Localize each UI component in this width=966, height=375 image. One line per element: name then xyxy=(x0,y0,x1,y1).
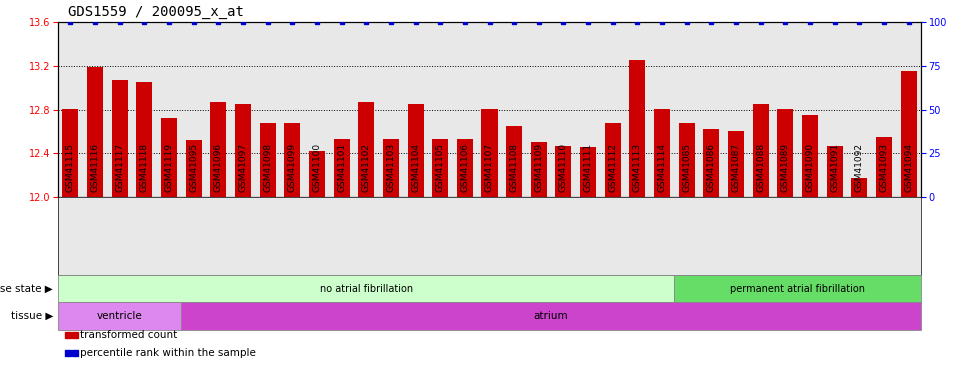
Text: permanent atrial fibrillation: permanent atrial fibrillation xyxy=(730,284,866,294)
Bar xyxy=(432,139,448,197)
Text: GDS1559 / 200095_x_at: GDS1559 / 200095_x_at xyxy=(68,5,243,19)
Text: tissue ▶: tissue ▶ xyxy=(11,311,53,321)
Text: transformed count: transformed count xyxy=(80,330,178,340)
Text: ventricle: ventricle xyxy=(97,311,143,321)
Bar xyxy=(112,80,128,197)
Bar xyxy=(900,71,917,197)
Bar xyxy=(63,110,78,197)
Bar xyxy=(876,137,892,197)
Text: percentile rank within the sample: percentile rank within the sample xyxy=(80,348,256,358)
Bar xyxy=(506,126,523,197)
Bar xyxy=(383,139,399,197)
Text: disease state ▶: disease state ▶ xyxy=(0,284,53,294)
Bar xyxy=(457,139,472,197)
Bar xyxy=(185,140,202,197)
Bar xyxy=(58,275,674,302)
Bar xyxy=(679,123,695,197)
Bar xyxy=(753,104,769,197)
Bar xyxy=(284,123,300,197)
Bar xyxy=(211,102,226,197)
Bar xyxy=(136,82,153,197)
Bar xyxy=(358,102,374,197)
Bar xyxy=(674,275,921,302)
Bar xyxy=(87,67,103,197)
Bar xyxy=(802,115,818,197)
Bar xyxy=(555,146,572,197)
Bar xyxy=(581,147,596,197)
Bar xyxy=(703,129,720,197)
Bar xyxy=(182,302,921,330)
Bar xyxy=(728,131,744,197)
Text: no atrial fibrillation: no atrial fibrillation xyxy=(320,284,412,294)
Bar xyxy=(408,104,423,197)
Bar xyxy=(235,104,251,197)
Bar xyxy=(630,60,645,197)
Bar xyxy=(654,110,670,197)
Bar xyxy=(605,123,621,197)
Bar xyxy=(530,142,547,197)
Bar xyxy=(333,139,350,197)
Bar xyxy=(161,118,177,197)
Bar xyxy=(778,110,793,197)
Text: atrium: atrium xyxy=(534,311,568,321)
Bar xyxy=(827,146,842,197)
Bar xyxy=(58,302,182,330)
Bar xyxy=(309,151,325,197)
Bar xyxy=(260,123,275,197)
Bar xyxy=(481,110,497,197)
Bar xyxy=(851,178,867,197)
